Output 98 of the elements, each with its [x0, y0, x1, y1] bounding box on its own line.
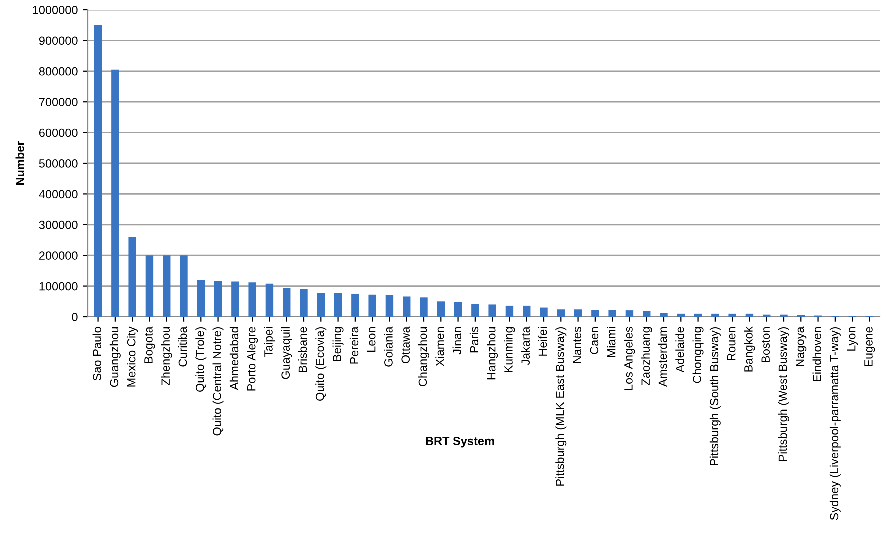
bar — [368, 294, 376, 317]
bar — [557, 310, 565, 317]
x-tick-label: Quito (Central Notre) — [212, 327, 224, 436]
x-tick-label: Adelaide — [676, 327, 684, 373]
bar — [728, 314, 736, 317]
bar — [232, 282, 240, 317]
x-tick-label: Eugene — [864, 327, 876, 366]
bar — [214, 281, 222, 317]
bar — [300, 289, 308, 317]
x-tick-label: Jakarta — [521, 326, 530, 366]
bar — [472, 304, 480, 317]
y-tick-label: 800000 — [39, 67, 78, 76]
x-tick-label: Zaozhuang — [641, 327, 652, 386]
bar — [437, 302, 445, 317]
x-tick-label: Pittsburgh (West Busway) — [778, 327, 790, 462]
x-tick-label: Pereira — [350, 326, 359, 364]
bar — [454, 302, 462, 317]
bar — [420, 298, 428, 317]
x-tick-label: Changzhou — [418, 328, 430, 387]
x-tick-label: Kunming — [504, 327, 516, 372]
bar — [592, 310, 600, 317]
x-tick-label: Ottawa — [402, 326, 410, 364]
x-tick-label: Nantes — [573, 327, 582, 364]
x-tick-label: Nagoya — [796, 326, 807, 366]
x-tick-label: Chongqing — [692, 327, 704, 384]
x-tick-label: Paris — [470, 327, 479, 353]
x-tick-label: Bogota — [144, 326, 156, 364]
x-tick-label: Rouen — [728, 327, 736, 361]
y-tick-label: 700000 — [39, 98, 78, 106]
x-tick-label: Pittsburgh (South Busway) — [710, 327, 721, 466]
x-tick-label: Ahmedabad — [230, 327, 239, 390]
y-tick-label: 600000 — [39, 128, 78, 138]
bar — [197, 280, 205, 317]
bar — [694, 314, 702, 317]
x-tick-label: Mexico City — [127, 326, 138, 387]
bar — [112, 70, 120, 317]
bar — [540, 308, 548, 317]
x-tick-label: Caen — [590, 327, 599, 354]
x-tick-label: Taipei — [264, 328, 276, 358]
bar — [488, 304, 496, 317]
y-tick-label: 400000 — [39, 190, 78, 199]
x-tick-label: Amsterdam — [658, 328, 668, 388]
x-tick-label: Hangzhou — [487, 328, 498, 380]
x-tick-label: Quito (Ecovia) — [316, 327, 327, 401]
bar — [266, 284, 274, 317]
bar — [180, 256, 188, 317]
bar — [677, 314, 685, 317]
bar — [626, 310, 634, 317]
x-tick-label: Xiamen — [436, 327, 444, 366]
bar — [163, 256, 171, 317]
y-tick-label: 100000 — [40, 282, 78, 291]
bar — [643, 311, 651, 317]
bar — [248, 282, 256, 317]
bar — [746, 314, 754, 317]
y-tick-label: 500000 — [39, 160, 78, 168]
x-tick-label: Goiania — [384, 326, 393, 367]
x-tick-label: Eindhoven — [812, 327, 822, 382]
bar — [146, 256, 154, 317]
x-tick-label: Miami — [607, 328, 616, 358]
x-tick-label: Pittsburgh (MLK East Busway) — [556, 327, 567, 486]
x-tick-label: Quito (Trole) — [196, 327, 207, 392]
x-tick-label: Sydney (Liverpool-parramatta T-way) — [830, 327, 841, 520]
bar — [506, 306, 514, 317]
x-tick-label: Lyon — [848, 327, 858, 351]
bar — [660, 313, 668, 317]
x-tick-label: Los Angeles — [624, 327, 636, 390]
bar — [574, 310, 582, 317]
bar — [334, 293, 342, 317]
y-tick-label: 900000 — [39, 36, 78, 46]
bar — [403, 296, 411, 317]
y-tick-label: 0 — [72, 313, 78, 322]
bar — [128, 237, 136, 317]
x-tick-label: Heifei — [538, 328, 548, 356]
x-axis-title: BRT System — [426, 437, 494, 448]
bar — [608, 310, 616, 317]
bar — [317, 293, 325, 317]
x-tick-label: Leon — [368, 327, 376, 352]
bar — [523, 306, 531, 317]
x-tick-label: Beijing — [332, 327, 344, 362]
x-tick-label: Jinan — [452, 327, 462, 355]
x-tick-label: Brisbane — [298, 327, 308, 372]
x-tick-label: Guangzhou — [110, 328, 121, 388]
y-axis-title: Number — [16, 141, 24, 186]
x-tick-label: Curitiba — [178, 326, 188, 367]
bar — [386, 296, 394, 317]
x-tick-label: Guayaquil — [281, 328, 292, 380]
x-tick-label: Sao Paulo — [92, 327, 102, 381]
bar — [712, 314, 720, 317]
y-tick-label: 300000 — [39, 220, 78, 230]
x-tick-label: Boston — [762, 327, 770, 363]
bar — [283, 288, 291, 317]
y-tick-label: 200000 — [39, 252, 78, 260]
y-tick-label: 1000000 — [33, 6, 78, 14]
bar — [352, 294, 360, 317]
x-tick-label: Porto Alegre — [247, 327, 258, 391]
x-tick-label: Bangkok — [744, 326, 756, 372]
bar — [94, 25, 102, 317]
x-tick-label: Zhengzhou — [161, 328, 172, 386]
